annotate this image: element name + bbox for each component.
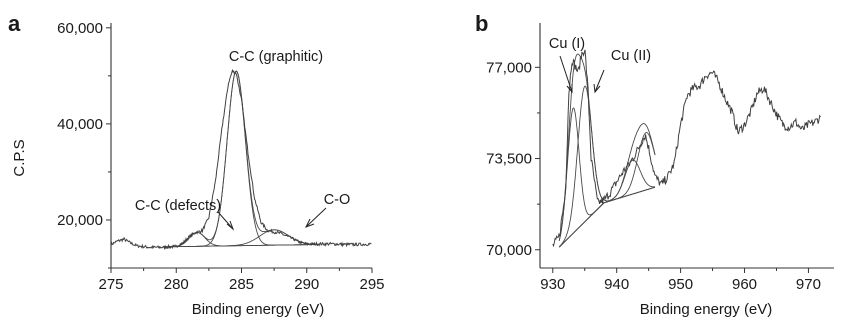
- arrow-cu-i: [559, 55, 573, 93]
- panel-b-fit-curves: [558, 53, 656, 248]
- fit-component-curve: [558, 132, 656, 248]
- fit-component-curve: [558, 85, 656, 248]
- panel-a-letter: a: [8, 11, 21, 36]
- y-tick-label: 73,500: [486, 151, 532, 168]
- x-tick-label: 290: [294, 276, 319, 293]
- annotation-co: C-O: [324, 192, 351, 208]
- x-tick-label: 930: [540, 276, 565, 293]
- x-tick-label: 940: [604, 276, 629, 293]
- annotation-cu-i: Cu (I): [549, 36, 585, 52]
- y-tick-label: 60,000: [57, 20, 103, 37]
- x-tick-label: 280: [164, 276, 189, 293]
- y-tick-label: 40,000: [57, 116, 103, 133]
- raw-spectrum-line: [110, 68, 372, 251]
- annotation-cu-ii: Cu (II): [611, 48, 651, 64]
- annotation-cc-graphitic: C-C (graphitic): [229, 49, 323, 65]
- x-tick-label: 960: [732, 276, 757, 293]
- arrowhead-cu-i: [566, 84, 573, 94]
- fit-envelope-curve: [558, 53, 656, 241]
- arrowhead-co: [304, 218, 315, 228]
- x-tick-label: 950: [668, 276, 693, 293]
- arrow-cu-ii: [594, 69, 605, 93]
- panel-b-chart: b Binding energy (eV) 930 940 950 960 970 70,…: [475, 11, 834, 318]
- arrowhead-cc-defects: [226, 220, 235, 231]
- fit-component-curve: [558, 107, 656, 241]
- raw-spectrum-line: [552, 49, 821, 248]
- panel-b-axes: [539, 23, 834, 269]
- arrowhead-cu-ii: [593, 83, 601, 94]
- panel-a-x-axis-label: Binding energy (eV): [192, 301, 325, 318]
- x-tick-label: 285: [229, 276, 254, 293]
- panel-a-raw-spectrum: [110, 68, 372, 251]
- annotation-cc-defects: C-C (defects): [135, 198, 221, 214]
- x-tick-label: 275: [98, 276, 123, 293]
- panel-a-ticks: 275 280 285 290 295 20,000 40,000 60,000: [57, 20, 384, 293]
- y-tick-label: 77,000: [486, 59, 532, 76]
- panel-b-ticks: 930 940 950 960 970 70,000 73,500 77,000: [486, 59, 821, 293]
- panel-a-y-axis-label: C.P.S: [11, 139, 28, 176]
- y-tick-label: 20,000: [57, 212, 103, 229]
- fit-component-curve: [558, 159, 656, 248]
- x-tick-label: 970: [796, 276, 821, 293]
- y-tick-label: 70,000: [486, 242, 532, 259]
- arrow-co: [305, 207, 327, 228]
- panel-b-raw-spectrum: [552, 49, 821, 248]
- panel-b-letter: b: [475, 11, 488, 36]
- x-tick-label: 295: [359, 276, 384, 293]
- panel-a-chart: a C.P.S Binding energy (eV) 275 280 285 290…: [8, 11, 385, 318]
- panel-b-x-axis-label: Binding energy (eV): [640, 301, 773, 318]
- arrow-cc-defects: [217, 211, 234, 230]
